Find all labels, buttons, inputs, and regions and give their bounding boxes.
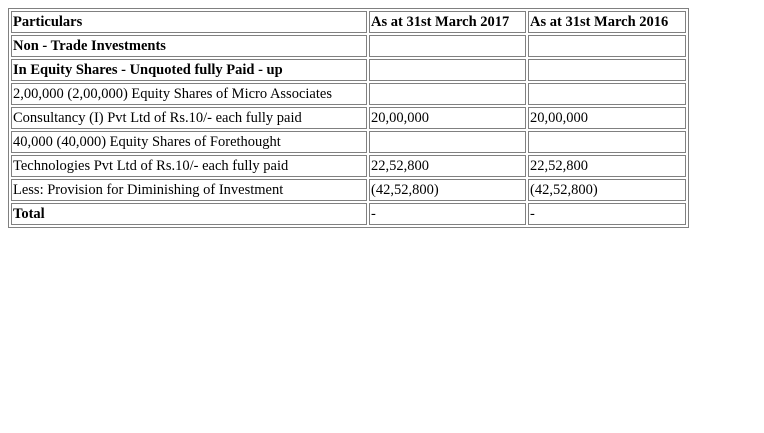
row-value-2017 <box>369 131 526 153</box>
row-label: Less: Provision for Diminishing of Inves… <box>11 179 367 201</box>
row-value-2017 <box>369 83 526 105</box>
row-value-2017: (42,52,800) <box>369 179 526 201</box>
header-2017: As at 31st March 2017 <box>369 11 526 33</box>
row-value-2017: 20,00,000 <box>369 107 526 129</box>
row-value-2017: 22,52,800 <box>369 155 526 177</box>
row-value-2016 <box>528 35 686 57</box>
total-row: Total - - <box>11 203 686 225</box>
row-value-2016: 22,52,800 <box>528 155 686 177</box>
header-2016: As at 31st March 2016 <box>528 11 686 33</box>
row-label: In Equity Shares - Unquoted fully Paid -… <box>11 59 367 81</box>
row-label: 40,000 (40,000) Equity Shares of Foretho… <box>11 131 367 153</box>
table-row: Consultancy (I) Pvt Ltd of Rs.10/- each … <box>11 107 686 129</box>
row-value-2016 <box>528 131 686 153</box>
row-value-2017 <box>369 59 526 81</box>
table-row: Less: Provision for Diminishing of Inves… <box>11 179 686 201</box>
header-row: Particulars As at 31st March 2017 As at … <box>11 11 686 33</box>
row-value-2016: (42,52,800) <box>528 179 686 201</box>
table-row: Technologies Pvt Ltd of Rs.10/- each ful… <box>11 155 686 177</box>
row-label: Technologies Pvt Ltd of Rs.10/- each ful… <box>11 155 367 177</box>
row-value-2017 <box>369 35 526 57</box>
investments-table: Particulars As at 31st March 2017 As at … <box>8 8 689 228</box>
header-particulars: Particulars <box>11 11 367 33</box>
row-label: Consultancy (I) Pvt Ltd of Rs.10/- each … <box>11 107 367 129</box>
row-value-2016 <box>528 83 686 105</box>
row-value-2016: 20,00,000 <box>528 107 686 129</box>
row-value-2017: - <box>369 203 526 225</box>
table-row: 40,000 (40,000) Equity Shares of Foretho… <box>11 131 686 153</box>
table-row: In Equity Shares - Unquoted fully Paid -… <box>11 59 686 81</box>
row-label: Non - Trade Investments <box>11 35 367 57</box>
row-label: Total <box>11 203 367 225</box>
row-value-2016: - <box>528 203 686 225</box>
table-row: 2,00,000 (2,00,000) Equity Shares of Mic… <box>11 83 686 105</box>
table-row: Non - Trade Investments <box>11 35 686 57</box>
row-label: 2,00,000 (2,00,000) Equity Shares of Mic… <box>11 83 367 105</box>
row-value-2016 <box>528 59 686 81</box>
